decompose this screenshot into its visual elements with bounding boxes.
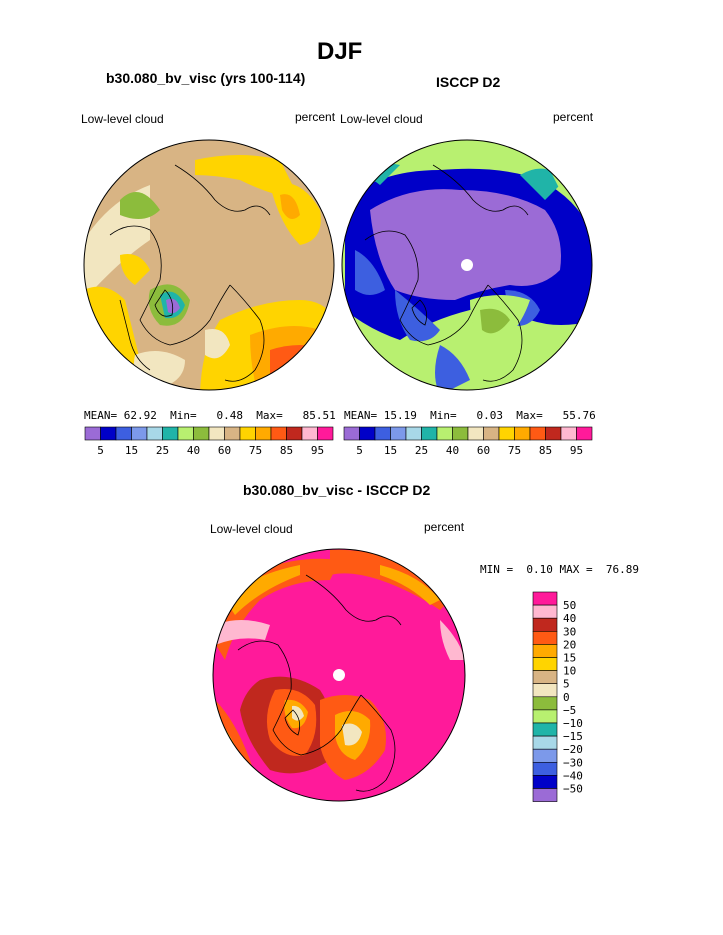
panel1-mean-value: 62.92 — [123, 409, 157, 422]
colorbar-tick-label: 15 — [384, 444, 397, 457]
colorbar-tick-label: 25 — [156, 444, 169, 457]
colorbar-box — [532, 775, 558, 789]
colorbar-tick-label: 75 — [508, 444, 521, 457]
colorbar-tick-label: 15 — [563, 652, 576, 665]
panel2-max-value: 55.76 — [562, 409, 596, 422]
main-title: DJF — [317, 38, 363, 65]
colorbar-tick-label: −30 — [563, 756, 583, 769]
colorbar-tick-label: 25 — [415, 444, 428, 457]
colorbar-tick-label: −15 — [563, 730, 583, 743]
colorbar-tick-label: 40 — [446, 444, 459, 457]
colorbar-box — [532, 788, 558, 802]
colorbar-box — [576, 426, 593, 441]
colorbar-tick-label: 20 — [563, 638, 576, 651]
panel1-max-label: Max= — [256, 409, 283, 422]
panel1-field — [84, 140, 334, 390]
panel1-units: percent — [295, 110, 336, 124]
panel3-field — [213, 549, 465, 801]
colorbar-box — [532, 748, 558, 763]
panel1-coastlines — [109, 164, 271, 382]
colorbar-tick-label: 10 — [563, 665, 576, 678]
panel3-left-label: Low-level cloud — [210, 522, 293, 536]
panel2-coastlines — [364, 164, 529, 382]
colorbar-tick-label: 40 — [187, 444, 200, 457]
colorbar-tick-label: −50 — [563, 783, 583, 796]
panel3-stats: MIN = 0.10 MAX = 76.89 — [480, 563, 639, 576]
panel2-pole-gap — [461, 259, 473, 271]
colorbar-box — [532, 722, 558, 737]
colorbar-tick-label: 60 — [218, 444, 231, 457]
panel1-max-value: 85.51 — [302, 409, 336, 422]
colorbar-tick-label: 30 — [563, 625, 576, 638]
panel1-min-value: 0.48 — [216, 409, 244, 422]
panel2-stats: MEAN= 15.19 Min= 0.03 Max= 55.76 — [344, 409, 596, 422]
panel1-map-border — [83, 139, 335, 391]
colorbar-box — [532, 644, 558, 658]
colorbar-tick-label: 5 — [97, 444, 104, 457]
colorbar-tick-label: 75 — [249, 444, 262, 457]
panel1-stats: MEAN= 62.92 Min= 0.48 Max= 85.51 — [84, 409, 336, 422]
colorbar-box — [532, 604, 558, 619]
colorbar-tick-label: 95 — [311, 444, 324, 457]
colorbar-tick-label: 85 — [539, 444, 552, 457]
colorbar-tick-label: 60 — [477, 444, 490, 457]
panel2-mean-label: MEAN= — [344, 409, 378, 422]
colorbar-box — [532, 762, 558, 776]
panel3-max-value: 76.89 — [605, 563, 639, 576]
panel3-map-border — [212, 548, 466, 802]
panel2-max-label: Max= — [516, 409, 543, 422]
panel3-title: b30.080_bv_visc - ISCCP D2 — [243, 482, 431, 498]
colorbar-box — [532, 630, 558, 645]
colorbar-tick-label: 40 — [563, 612, 576, 625]
colorbar-tick-label: 0 — [563, 691, 570, 704]
colorbar-box — [317, 426, 334, 441]
panel2-title: ISCCP D2 — [436, 74, 501, 90]
colorbar-box — [532, 617, 558, 632]
colorbar-box — [532, 657, 558, 671]
panel2-map-border — [341, 139, 593, 391]
panel3-min-label: MIN = — [480, 563, 514, 576]
colorbar-tick-label: 50 — [563, 599, 576, 612]
colorbar-box — [532, 683, 558, 698]
colorbar-box — [532, 709, 558, 724]
panel1-mean-label: MEAN= — [84, 409, 118, 422]
panel3-units: percent — [424, 520, 465, 534]
colorbar-tick-label: −10 — [563, 717, 583, 730]
colorbar-tick-label: 5 — [356, 444, 363, 457]
panel1-min-label: Min= — [170, 409, 197, 422]
panel3-min-value: 0.10 — [526, 563, 553, 576]
panel2-mean-value: 15.19 — [383, 409, 417, 422]
colorbar-tick-label: 15 — [125, 444, 138, 457]
panel2-min-value: 0.03 — [476, 409, 504, 422]
panel2-units: percent — [553, 110, 594, 124]
colorbar-box — [532, 670, 558, 684]
colorbar-tick-label: 95 — [570, 444, 583, 457]
colorbar-box — [532, 735, 558, 750]
panel3-max-label: MAX = — [559, 563, 593, 576]
colorbar-tick-label: −5 — [563, 704, 576, 717]
panel3-pole-gap — [333, 669, 345, 681]
panel1-title: b30.080_bv_visc (yrs 100-114) — [106, 70, 306, 86]
colorbar-tick-label: −20 — [563, 743, 583, 756]
panel2-left-label: Low-level cloud — [340, 112, 423, 126]
panel1-left-label: Low-level cloud — [81, 112, 164, 126]
panel2-colorbar: 5 15 25 40 60 75 85 95 — [343, 426, 593, 457]
colorbar-tick-label: 85 — [280, 444, 293, 457]
panel2-min-label: Min= — [430, 409, 457, 422]
colorbar-tick-label: −40 — [563, 769, 583, 782]
colorbar-box — [532, 591, 558, 606]
colorbar-box — [532, 696, 558, 711]
panel1-colorbar: 5 15 25 40 60 75 85 95 — [84, 426, 334, 457]
panel3-coastlines — [237, 574, 402, 792]
colorbar-tick-label: 5 — [563, 678, 570, 691]
